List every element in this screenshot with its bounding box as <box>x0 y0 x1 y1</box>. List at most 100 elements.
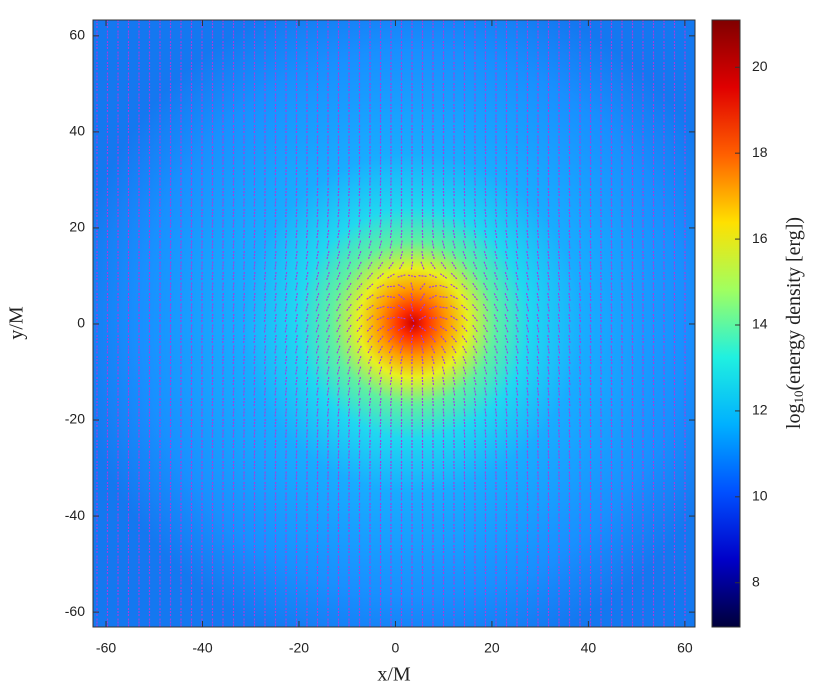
field-arrow <box>398 335 405 343</box>
field-arrow <box>316 366 319 375</box>
field-arrow <box>326 376 330 386</box>
field-arrow <box>557 313 561 323</box>
field-arrow <box>484 429 487 438</box>
field-arrow <box>369 198 371 207</box>
field-arrow <box>337 418 340 428</box>
field-arrow <box>526 345 529 354</box>
field-arrow <box>536 250 540 260</box>
field-arrow <box>295 219 298 228</box>
field-arrow <box>515 219 519 228</box>
field-arrow <box>232 292 235 302</box>
field-arrow <box>305 292 309 302</box>
field-arrow <box>285 429 287 438</box>
field-arrow <box>568 229 571 239</box>
field-arrow <box>484 408 487 417</box>
field-arrow <box>472 293 478 301</box>
field-arrow <box>347 418 351 428</box>
field-arrow <box>295 345 298 354</box>
field-arrow <box>451 356 457 364</box>
field-arrow <box>439 325 448 332</box>
field-arrow <box>253 355 256 365</box>
field-arrow <box>263 292 267 302</box>
field-arrow <box>536 376 540 386</box>
field-arrow <box>494 345 498 354</box>
field-arrow <box>264 240 266 249</box>
field-arrow <box>326 240 330 249</box>
field-arrow <box>558 219 560 228</box>
field-arrow <box>474 429 476 438</box>
field-arrow <box>494 261 498 270</box>
colorbar-label-subscript: 10 <box>791 391 806 404</box>
field-arrow <box>483 324 488 333</box>
field-arrow <box>285 219 287 228</box>
field-arrow <box>295 198 298 207</box>
field-arrow <box>600 313 602 323</box>
field-arrow <box>305 408 309 417</box>
field-arrow <box>305 355 309 365</box>
field-arrow <box>284 250 288 260</box>
field-arrow <box>589 250 592 260</box>
field-arrow <box>264 387 266 396</box>
field-arrow <box>243 366 245 375</box>
field-arrow <box>568 271 571 281</box>
field-arrow <box>557 366 561 375</box>
field-arrow <box>305 261 309 270</box>
field-arrow <box>431 355 435 365</box>
field-arrow <box>461 272 468 280</box>
field-arrow <box>600 366 602 375</box>
field-arrow <box>547 324 550 333</box>
field-arrow <box>558 408 560 417</box>
field-arrow <box>442 408 445 417</box>
field-arrow <box>579 397 581 407</box>
field-arrow <box>284 229 288 239</box>
field-arrow <box>589 282 592 291</box>
field-arrow <box>441 356 446 364</box>
field-arrow <box>253 250 256 260</box>
field-arrow <box>306 187 308 197</box>
field-arrow <box>390 408 392 417</box>
field-arrow <box>526 250 529 260</box>
field-arrow <box>483 240 488 249</box>
field-arrow <box>526 418 529 428</box>
field-arrow <box>348 439 350 449</box>
field-arrow <box>462 261 467 270</box>
field-arrow <box>450 272 458 280</box>
field-arrow <box>346 293 352 301</box>
field-arrow <box>274 261 277 270</box>
field-arrow <box>578 313 582 323</box>
field-arrow <box>253 240 256 249</box>
field-arrow <box>442 208 445 218</box>
field-arrow <box>243 250 245 260</box>
field-arrow <box>525 313 530 323</box>
field-arrow <box>494 418 498 428</box>
field-arrow <box>472 304 478 311</box>
field-arrow <box>222 324 224 333</box>
field-arrow <box>504 293 509 301</box>
field-arrow <box>356 304 363 311</box>
field-arrow <box>418 315 427 321</box>
field-arrow <box>315 303 320 312</box>
field-arrow <box>358 429 361 438</box>
field-arrow <box>452 366 456 375</box>
field-arrow <box>547 229 550 239</box>
field-arrow <box>526 397 529 407</box>
field-arrow <box>348 187 350 197</box>
field-arrow <box>388 345 394 354</box>
field-arrow <box>462 356 467 364</box>
field-arrow <box>579 387 581 396</box>
field-arrow <box>306 198 308 207</box>
field-arrow <box>398 261 405 270</box>
field-arrow <box>505 418 508 428</box>
field-arrow <box>462 366 467 375</box>
field-arrow <box>505 376 508 386</box>
field-arrow <box>368 376 372 386</box>
field-arrow <box>243 355 245 365</box>
field-arrow <box>315 293 320 301</box>
y-axis-label: y/M <box>6 306 28 340</box>
field-arrow <box>453 208 455 218</box>
field-arrow <box>452 376 456 386</box>
field-arrow <box>243 271 245 281</box>
field-arrow <box>274 208 277 218</box>
field-arrow <box>473 376 477 386</box>
field-arrow <box>274 219 277 228</box>
